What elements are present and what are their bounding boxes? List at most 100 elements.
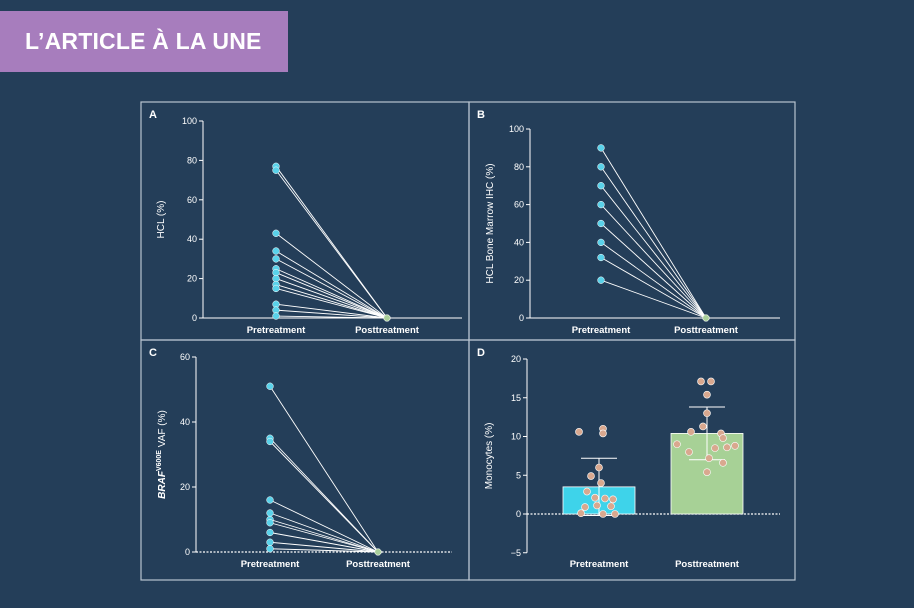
data-point (593, 501, 601, 510)
data-point (587, 472, 595, 480)
y-tick-label: 0 (516, 509, 521, 519)
data-point (703, 390, 711, 399)
paired-line (600, 223, 707, 319)
paired-line (269, 532, 379, 553)
data-point (697, 377, 705, 386)
pretreatment-point (272, 255, 280, 263)
pretreatment-point (597, 182, 605, 190)
pretreatment-point (266, 545, 274, 553)
paired-line (275, 309, 388, 319)
y-tick-label: 0 (192, 313, 197, 323)
paired-line (600, 257, 707, 319)
y-tick-label: 0 (185, 547, 190, 557)
y-tick-label: 100 (509, 124, 524, 134)
pretreatment-point (597, 163, 605, 171)
data-point (611, 510, 619, 518)
y-tick-label: 80 (514, 162, 524, 172)
y-tick-label: 60 (514, 200, 524, 210)
data-point (707, 377, 715, 386)
pretreatment-point (272, 284, 280, 293)
panel-letter: B (477, 109, 485, 121)
y-tick-label: 40 (180, 417, 190, 427)
data-point (703, 409, 711, 418)
y-axis-label: HCL Bone Marrow IHC (%) (485, 163, 496, 283)
panel-letter: C (149, 347, 157, 359)
paired-line (269, 541, 379, 553)
paired-line (269, 512, 379, 553)
paired-line (600, 166, 707, 319)
data-point (711, 444, 719, 452)
panel-frame (468, 101, 796, 341)
paired-line (600, 242, 707, 319)
paired-line (269, 548, 379, 553)
pretreatment-point (272, 312, 280, 320)
y-tick-label: 5 (516, 470, 521, 480)
data-point (685, 448, 693, 456)
data-point (673, 440, 681, 449)
x-tick-label: Posttreatment (675, 559, 740, 570)
y-tick-label: 40 (187, 234, 197, 244)
y-tick-label: 60 (187, 195, 197, 205)
paired-line (269, 522, 379, 553)
data-point (599, 429, 607, 438)
paired-line (269, 499, 379, 553)
paired-line (600, 204, 707, 319)
paired-line (275, 169, 388, 319)
pretreatment-point (597, 144, 605, 152)
data-point (575, 428, 583, 436)
paired-line (275, 288, 388, 319)
y-tick-label: 20 (187, 274, 197, 284)
pretreatment-point (597, 219, 605, 228)
y-axis-label: Monocytes (%) (484, 423, 495, 490)
pretreatment-point (597, 253, 605, 262)
y-tick-label: 20 (511, 354, 521, 364)
data-point (609, 495, 617, 504)
pretreatment-point (272, 247, 280, 255)
panel-d: D −5 0 5 10 15 20 Pretreatment Posttreatment Mono… (468, 339, 796, 581)
data-point (591, 493, 599, 502)
panel-frame (140, 339, 470, 581)
panel-frame (468, 339, 796, 581)
data-point (699, 422, 707, 431)
paired-line (269, 441, 379, 553)
y-tick-label: 15 (511, 393, 521, 403)
panel-a: A 0 20 40 60 80 100 Pretreatment Posttreatment HC… (140, 101, 470, 341)
posttreatment-point (383, 314, 391, 322)
panel-b: B 0 20 40 60 80 100 Pretreatment Posttreatment HC… (468, 101, 796, 341)
data-point (723, 443, 731, 452)
data-point (719, 434, 727, 442)
y-tick-label: 20 (514, 275, 524, 285)
y-tick-label: 0 (519, 313, 524, 323)
paired-line (275, 232, 388, 319)
y-tick-label: 10 (511, 432, 521, 442)
y-tick-label: 100 (182, 116, 197, 126)
data-point (597, 479, 605, 487)
pretreatment-point (597, 200, 605, 209)
pretreatment-point (272, 229, 280, 237)
paired-line (275, 272, 388, 319)
featured-article-banner: L’ARTICLE À LA UNE (0, 11, 288, 72)
paired-line (269, 519, 379, 553)
data-point (583, 487, 591, 496)
pretreatment-point (266, 496, 274, 504)
pretreatment-point (272, 166, 280, 174)
paired-line (275, 250, 388, 319)
x-tick-label: Posttreatment (674, 325, 739, 336)
paired-line (600, 185, 707, 319)
data-point (581, 503, 589, 511)
data-point (599, 510, 607, 518)
paired-line (275, 258, 388, 319)
y-tick-label: 20 (180, 482, 190, 492)
y-tick-label: 80 (187, 155, 197, 165)
pretreatment-point (266, 437, 274, 446)
paired-line (275, 268, 388, 319)
paired-line (269, 386, 379, 553)
pretreatment-point (266, 509, 274, 517)
y-tick-label: −5 (511, 548, 521, 558)
panel-c: C 0 20 40 60 Pretreatment Posttreatment BRAFV60… (140, 339, 470, 581)
pretreatment-point (266, 382, 274, 390)
pretreatment-point (597, 276, 605, 284)
pretreatment-point (597, 238, 605, 247)
data-point (719, 459, 727, 467)
